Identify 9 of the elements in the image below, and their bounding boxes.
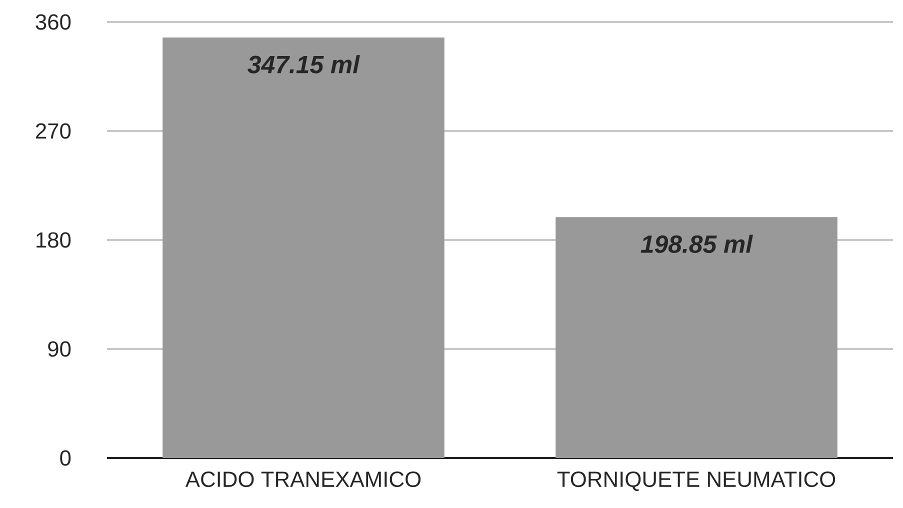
y-tick-label: 270 bbox=[36, 123, 71, 139]
y-tick-label: 0 bbox=[60, 450, 71, 466]
y-tick-label: 180 bbox=[36, 232, 71, 248]
y-tick-label: 90 bbox=[48, 341, 71, 357]
data-label: 347.15 ml bbox=[248, 55, 360, 74]
x-tick-label: ACIDO TRANEXAMICO bbox=[185, 472, 421, 488]
data-label: 198.85 ml bbox=[640, 234, 753, 253]
x-tick-label: TORNIQUETE NEUMATICO bbox=[557, 472, 836, 491]
y-tick-label: 360 bbox=[36, 14, 71, 30]
